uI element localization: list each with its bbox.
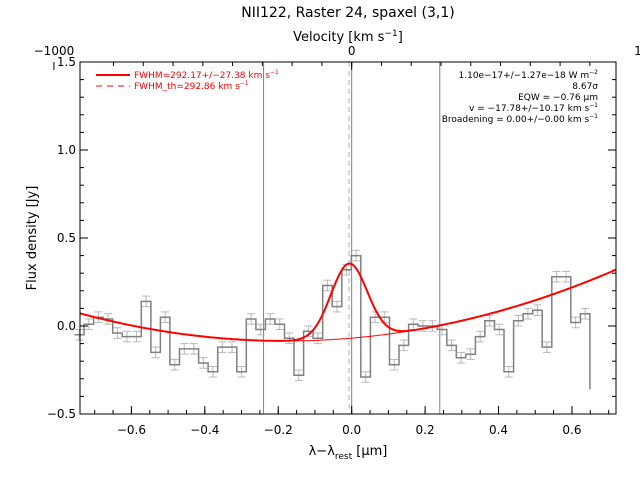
vertical-reference-lines [263,62,441,414]
y-tick-label: 1.0 [57,143,76,157]
chart-title: NII122, Raster 24, spaxel (3,1) [241,5,454,21]
y-tick-label: 0.5 [57,231,76,245]
velocity-annotation: v = −17.78+/−10.17 km s−1 [469,102,598,114]
axis-ticks: −0.6 −0.4 −0.2 0.0 0.2 0.4 0.6 −0.5 0.0 0.5 1.0 1.5… [34,44,640,437]
x-tick-label: 0.0 [342,423,361,437]
line-flux-annotation: 1.10e−17+/−1.27e−18 W m−2 [459,69,599,81]
y-tick-label: −0.5 [47,407,76,421]
top-axis-label: Velocity [km s−1] [293,29,403,45]
legend-theoretical-label: FWHM_th=292.86 km s−1 [134,80,249,92]
top-tick-label: 1000 [634,44,640,58]
y-tick-label: 1.5 [57,55,76,69]
broadening-annotation: Broadening = 0.00+/−0.00 km s−1 [442,113,598,125]
top-tick-label: −1000 [34,44,75,58]
eqw-annotation: EQW = −0.76 μm [518,93,598,103]
snr-annotation: 8.67σ [572,82,598,92]
y-axis-label: Flux density [Jy] [25,186,40,291]
fit-curve [79,262,617,342]
x-tick-label: −0.6 [117,423,146,437]
legend-fit-label: FWHM=292.17+/−27.38 km s−1 [134,69,279,81]
spectrum-series [74,249,591,390]
spectrum-step-line [74,254,591,390]
x-tick-label: 0.4 [489,423,508,437]
x-tick-label: 0.6 [562,423,581,437]
top-tick-label: 0 [348,44,356,58]
x-tick-label: 0.2 [416,423,435,437]
fit-series [79,262,617,342]
fit-annotations: 1.10e−17+/−1.27e−18 W m−2 8.67σ EQW = −0… [442,69,599,125]
legend: FWHM=292.17+/−27.38 km s−1 FWHM_th=292.8… [96,69,279,92]
x-tick-label: −0.4 [190,423,219,437]
x-axis-label: λ−λrest [μm] [309,444,388,462]
y-tick-label: 0.0 [57,319,76,333]
x-tick-label: −0.2 [264,423,293,437]
